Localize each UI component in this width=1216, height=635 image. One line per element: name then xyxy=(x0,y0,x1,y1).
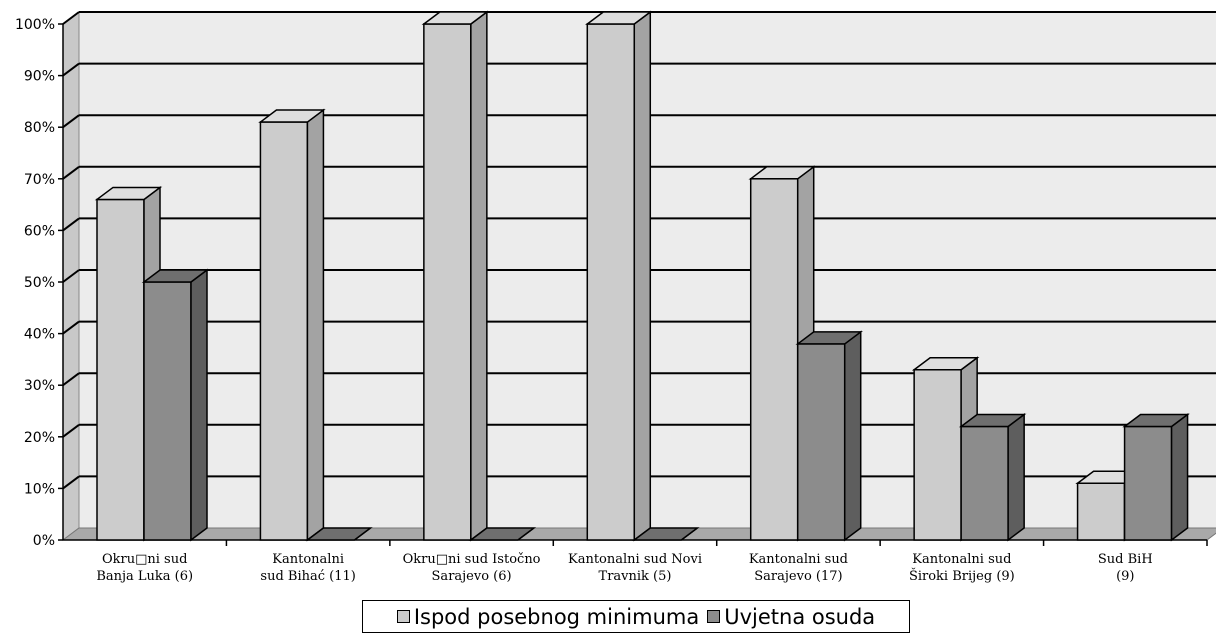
bar-top xyxy=(305,527,373,541)
bar-side xyxy=(306,108,325,542)
x-tick-label: sud Bihać (11) xyxy=(260,569,355,584)
gridline-side xyxy=(62,423,80,438)
legend-item-ispod: Ispod posebnog minimuma xyxy=(396,604,700,629)
bar xyxy=(1076,482,1126,541)
legend-label-ispod: Ispod posebnog minimuma xyxy=(413,604,700,629)
gridline-side xyxy=(62,372,80,387)
bar-top xyxy=(421,11,490,25)
y-tick-label: 0% xyxy=(33,533,55,549)
bar-top xyxy=(632,527,700,541)
bar-top xyxy=(748,166,816,180)
bar-top xyxy=(468,527,537,541)
bar xyxy=(259,121,309,541)
y-tick-label: 100% xyxy=(15,17,55,33)
x-tick-label: Sud BiH xyxy=(1098,552,1153,567)
legend-label-uvjetna: Uvjetna osuda xyxy=(724,604,876,629)
bar-top xyxy=(141,269,210,283)
bar-side xyxy=(843,330,862,542)
y-tick-label: 90% xyxy=(24,69,55,85)
gridline-side xyxy=(62,114,80,128)
y-tick-label: 30% xyxy=(24,378,55,394)
bar-side xyxy=(1170,412,1189,542)
gridline-side xyxy=(62,166,80,180)
y-tick-label: 70% xyxy=(24,172,55,188)
y-tick-label: 60% xyxy=(24,223,55,239)
bar xyxy=(143,281,192,541)
x-tick-label: Kantonalni xyxy=(272,552,344,567)
bar-top xyxy=(585,11,653,25)
bar xyxy=(749,178,799,541)
y-tick-label: 50% xyxy=(24,275,55,291)
x-tick-label: Široki Brijeg (9) xyxy=(909,567,1015,584)
x-tick-label: Kantonalni sud Novi xyxy=(568,552,702,567)
bar-top xyxy=(958,413,1027,428)
y-tick-label: 20% xyxy=(24,430,55,446)
bar-side xyxy=(1007,412,1025,542)
y-tick-label: 40% xyxy=(24,327,55,343)
chart: 0% 10% 20% 30% 40% 50% 60% 70% 80% 90% 100% Okru□ni… xyxy=(15,10,1216,584)
gridline-side xyxy=(62,320,80,335)
bar-top xyxy=(911,356,980,371)
y-tick-label: 80% xyxy=(24,120,55,136)
bar xyxy=(96,198,145,541)
x-tick-label: Sarajevo (17) xyxy=(754,569,842,584)
bar xyxy=(913,368,962,541)
bar-top xyxy=(795,331,863,345)
gridline-side xyxy=(62,11,80,25)
x-tick-label: (9) xyxy=(1116,569,1134,584)
legend: Ispod posebnog minimuma Uvjetna osuda xyxy=(362,600,910,633)
x-tick-label: Kantonalni sud xyxy=(912,552,1011,567)
gridline-side xyxy=(62,62,80,77)
bar-top xyxy=(1122,413,1190,428)
legend-swatch-uvjetna xyxy=(707,610,721,623)
bar-top xyxy=(258,109,326,123)
bar xyxy=(423,23,472,541)
bar xyxy=(1123,425,1173,541)
bar-side xyxy=(190,268,208,542)
y-tick-label: 10% xyxy=(24,481,55,497)
bar-side xyxy=(470,10,488,542)
bar-side xyxy=(633,10,652,542)
legend-swatch-ispod xyxy=(396,610,410,623)
gridline-side xyxy=(62,217,80,232)
gridline-side xyxy=(62,475,80,490)
x-tick-label: Okru□ni sud Istočno xyxy=(403,552,541,567)
legend-item-uvjetna: Uvjetna osuda xyxy=(707,605,875,629)
bar xyxy=(960,425,1009,541)
x-tick-label: Kantonalni sud xyxy=(749,552,848,567)
gridline-side xyxy=(62,269,80,283)
x-tick-label: Banja Luka (6) xyxy=(96,569,193,584)
bar-top xyxy=(94,186,163,201)
x-tick-label: Travnik (5) xyxy=(599,569,672,584)
x-tick-label: Sarajevo (6) xyxy=(432,569,512,584)
bar xyxy=(586,23,636,541)
bar xyxy=(796,343,846,541)
x-tick-label: Okru□ni sud xyxy=(102,552,187,567)
